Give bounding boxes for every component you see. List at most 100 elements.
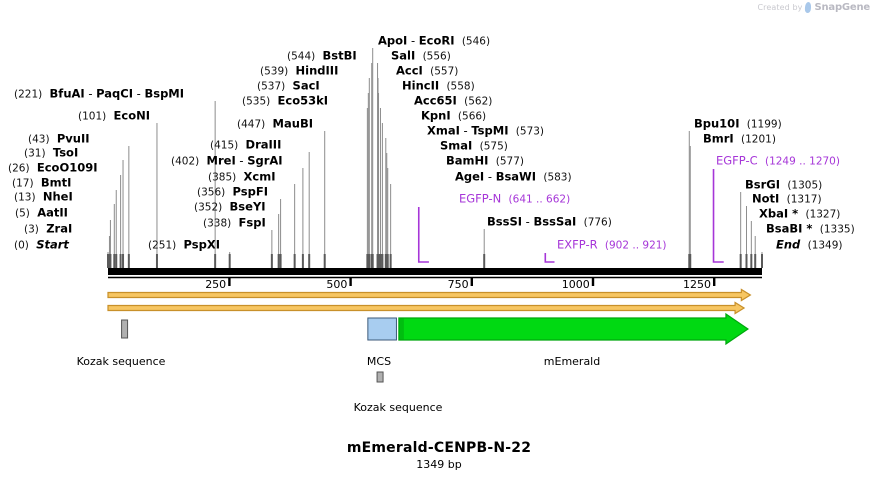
site-position: (101)	[78, 110, 107, 123]
site-label-XmaI[interactable]: XmaI - TspMI (573)	[427, 125, 544, 138]
site-label-BmtI[interactable]: (17) BmtI	[12, 177, 71, 190]
feature-kozak-sequence[interactable]	[121, 319, 129, 339]
site-position: (1327)	[805, 208, 841, 221]
site-label-DraIII[interactable]: (415) DraIII	[210, 139, 281, 152]
site-position: (776)	[583, 216, 612, 229]
site-label-ApoI[interactable]: ApoI - EcoRI (546)	[378, 35, 490, 48]
feature-promoter-arrow-1[interactable]	[107, 288, 752, 302]
site-position: (583)	[543, 171, 572, 184]
feature-promoter-arrow-2[interactable]	[107, 301, 746, 315]
enzyme-separator: -	[407, 33, 419, 48]
site-label-NotI[interactable]: NotI (1317)	[752, 193, 822, 206]
site-label-SmaI[interactable]: SmaI (575)	[440, 140, 508, 153]
site-label-MreI[interactable]: (402) MreI - SgrAI	[171, 155, 283, 168]
site-label-HindIII[interactable]: (539) HindIII	[260, 65, 338, 78]
site-label-SacI[interactable]: (537) SacI	[257, 80, 320, 93]
feature-caption: MCS	[366, 355, 392, 368]
site-label-BssSI[interactable]: BssSI - BssSaI (776)	[487, 216, 612, 229]
site-label-Bpu10I[interactable]: Bpu10I (1199)	[694, 118, 782, 131]
site-position: (566)	[457, 110, 487, 123]
enzyme-name: Acc65I	[414, 93, 457, 108]
enzyme-name: BspMI	[144, 86, 185, 101]
enzyme-name: AccI	[396, 63, 423, 78]
site-position: (1335)	[819, 223, 855, 236]
site-label-FspI[interactable]: (338) FspI	[203, 217, 266, 230]
site-label-EcoO109I[interactable]: (26) EcoO109I	[8, 162, 98, 175]
site-position: (43)	[28, 133, 50, 146]
site-position: (539)	[260, 65, 289, 78]
site-label-BsaBI[interactable]: BsaBI * (1335)	[766, 223, 855, 236]
enzyme-separator: -	[235, 153, 248, 168]
site-position: (535)	[242, 95, 271, 108]
site-label-BamHI[interactable]: BamHI (577)	[446, 155, 524, 168]
primer-EXFP-R	[544, 253, 555, 263]
site-label-ZraI[interactable]: (3) ZraI	[24, 223, 72, 236]
site-label-XbaI[interactable]: XbaI * (1327)	[759, 208, 840, 221]
site-label-TsoI[interactable]: (31) TsoI	[24, 147, 78, 160]
site-label-BsrGI[interactable]: BsrGI (1305)	[745, 179, 822, 192]
watermark-brand: SnapGene	[814, 2, 870, 13]
enzyme-name: NheI	[42, 189, 73, 204]
site-label-EcoNI[interactable]: (101) EcoNI	[78, 110, 150, 123]
site-label-BstBI[interactable]: (544) BstBI	[287, 50, 357, 63]
enzyme-name: HindIII	[295, 63, 339, 78]
enzyme-name: BseYI	[229, 199, 266, 214]
site-label-SalI[interactable]: SalI (556)	[391, 50, 451, 63]
enzyme-separator: -	[84, 86, 97, 101]
site-position: (338)	[203, 217, 232, 230]
site-label-BfuAI[interactable]: (221) BfuAI - PaqCI - BspMI	[14, 88, 184, 101]
site-position: (447)	[237, 118, 266, 131]
site-label-Start[interactable]: (0) Start	[14, 239, 69, 252]
feature-mcs[interactable]	[367, 317, 397, 341]
site-position: (556)	[422, 50, 451, 63]
site-position: (562)	[464, 95, 493, 108]
site-label-End[interactable]: End (1349)	[776, 239, 843, 252]
enzyme-name: XbaI *	[759, 206, 799, 221]
enzyme-separator: -	[459, 123, 472, 138]
site-label-PspFI[interactable]: (356) PspFI	[197, 186, 268, 199]
enzyme-name: BssSaI	[533, 214, 577, 229]
ruler-tick	[591, 278, 595, 286]
site-label-BmrI[interactable]: BmrI (1201)	[703, 133, 776, 146]
site-label-NheI[interactable]: (13) NheI	[14, 191, 73, 204]
ruler-tick-label: 1250	[683, 278, 711, 291]
primer-label-EGFP-N[interactable]: EGFP-N (641 .. 662)	[459, 193, 570, 206]
site-label-Eco53kI[interactable]: (535) Eco53kI	[242, 95, 328, 108]
enzyme-name: PspFI	[232, 184, 268, 199]
page-subtitle: 1349 bp	[416, 458, 462, 471]
site-label-PvuII[interactable]: (43) PvuII	[28, 133, 90, 146]
site-label-XcmI[interactable]: (385) XcmI	[208, 171, 276, 184]
site-label-Acc65I[interactable]: Acc65I (562)	[414, 95, 492, 108]
feature-memerald[interactable]	[398, 312, 750, 346]
enzyme-name: TspMI	[471, 123, 509, 138]
site-label-KpnI[interactable]: KpnI (566)	[421, 110, 486, 123]
primer-label-EGFP-C[interactable]: EGFP-C (1249 .. 1270)	[716, 155, 840, 168]
ruler-tick-label: 250	[205, 278, 227, 291]
enzyme-name: BstBI	[322, 48, 357, 63]
site-label-BseYI[interactable]: (352) BseYI	[194, 201, 266, 214]
enzyme-name: ZraI	[46, 221, 73, 236]
site-position: (31)	[24, 147, 46, 160]
enzyme-name: AgeI	[455, 169, 485, 184]
primer-label-EXFP-R[interactable]: EXFP-R (902 .. 921)	[557, 239, 667, 252]
enzyme-name: KpnI	[421, 108, 451, 123]
feature-kozak-sequence[interactable]	[376, 371, 384, 383]
snapgene-watermark: Created by SnapGene	[757, 2, 870, 13]
enzyme-name: PspXI	[183, 237, 220, 252]
enzyme-name: BamHI	[446, 153, 489, 168]
enzyme-name: HincII	[402, 78, 440, 93]
enzyme-name: MreI	[206, 153, 236, 168]
site-label-AatII[interactable]: (5) AatII	[15, 207, 68, 220]
site-label-HincII[interactable]: HincII (558)	[402, 80, 475, 93]
site-position: (356)	[197, 186, 226, 199]
site-label-MauBI[interactable]: (447) MauBI	[237, 118, 313, 131]
enzyme-name: ApoI	[378, 33, 408, 48]
site-label-PspXI[interactable]: (251) PspXI	[148, 239, 220, 252]
site-label-AccI[interactable]: AccI (557)	[396, 65, 458, 78]
enzyme-name: BsaBI *	[766, 221, 813, 236]
site-position: (1201)	[741, 133, 776, 146]
site-label-AgeI[interactable]: AgeI - BsaWI (583)	[455, 171, 572, 184]
ruler-tick	[470, 278, 474, 286]
enzyme-name: Eco53kI	[277, 93, 329, 108]
